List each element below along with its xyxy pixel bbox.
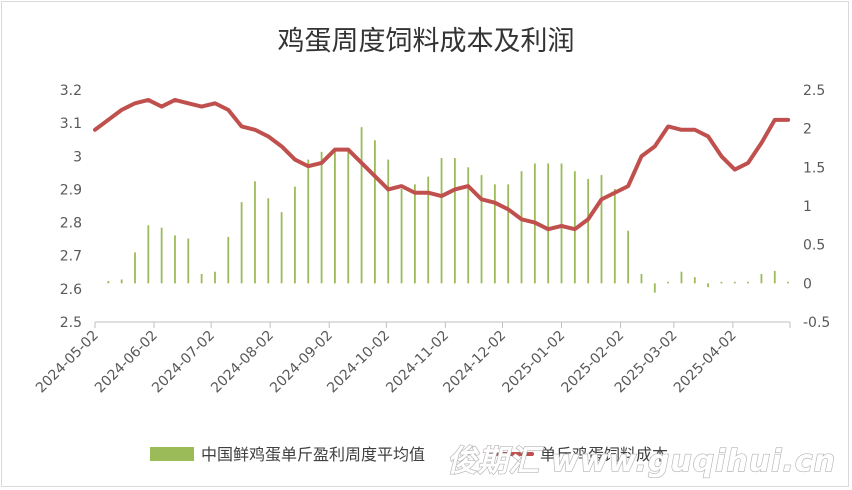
profit-bar bbox=[214, 271, 216, 284]
profit-bar bbox=[600, 175, 603, 284]
legend-label-cost: 单斤鸡蛋饲料成本 bbox=[540, 445, 668, 464]
right-axis-tick-label: 1 bbox=[803, 199, 812, 215]
profit-bar bbox=[547, 163, 550, 284]
profit-bar bbox=[320, 151, 323, 284]
profit-bar bbox=[440, 158, 443, 284]
right-axis-tick-label: 0.5 bbox=[803, 238, 825, 254]
profit-bars bbox=[107, 127, 789, 293]
watermark: 俊期汇 www.guqihui.cn bbox=[447, 444, 836, 479]
right-axis-tick-label: 0 bbox=[803, 276, 812, 292]
cost-line-layer bbox=[93, 97, 791, 232]
axes: 2.52.62.72.82.933.13.2-0.500.511.522.520… bbox=[33, 83, 830, 396]
profit-bar bbox=[374, 140, 376, 284]
profit-bar bbox=[733, 281, 736, 284]
left-axis-tick-label: 2.9 bbox=[60, 182, 82, 198]
profit-bar bbox=[120, 279, 123, 284]
profit-bar bbox=[254, 181, 256, 284]
profit-bar bbox=[560, 163, 563, 284]
profit-bar bbox=[347, 151, 350, 284]
right-axis-tick-label: 2 bbox=[803, 122, 812, 138]
profit-bar bbox=[773, 270, 776, 284]
profit-bar bbox=[640, 274, 643, 284]
profit-bar bbox=[413, 184, 416, 284]
legend-label-profit: 中国鲜鸡蛋单斤盈利周度平均值 bbox=[201, 445, 425, 464]
left-axis-tick-label: 2.5 bbox=[60, 315, 82, 331]
profit-bar bbox=[453, 158, 456, 284]
profit-bar bbox=[693, 277, 696, 284]
right-axis-tick-label: 2.5 bbox=[803, 83, 825, 99]
profit-bar bbox=[267, 198, 270, 284]
profit-bar bbox=[307, 159, 310, 284]
x-axis-tick-label: 2024-08-02 bbox=[208, 328, 277, 397]
legend-swatch-profit bbox=[150, 447, 194, 461]
x-axis-tick-label: 2024-05-02 bbox=[33, 328, 102, 397]
profit-bar bbox=[707, 283, 710, 288]
left-axis-tick-label: 3 bbox=[73, 149, 82, 165]
profit-bar bbox=[747, 281, 750, 284]
profit-bar bbox=[187, 238, 190, 284]
profit-bar bbox=[627, 230, 630, 284]
profit-bar bbox=[134, 252, 136, 284]
profit-bar bbox=[200, 274, 203, 284]
profit-bar bbox=[294, 186, 296, 284]
profit-bar bbox=[520, 171, 523, 284]
profit-bar bbox=[147, 225, 150, 284]
profit-bar bbox=[360, 127, 363, 284]
legend: 中国鲜鸡蛋单斤盈利周度平均值 单斤鸡蛋饲料成本 bbox=[150, 445, 668, 464]
profit-bar bbox=[680, 271, 683, 284]
left-axis-tick-label: 2.7 bbox=[60, 249, 82, 265]
left-axis-tick-label: 2.6 bbox=[60, 282, 82, 298]
profit-bar bbox=[760, 274, 763, 284]
right-axis-tick-label: 1.5 bbox=[803, 160, 825, 176]
left-axis-tick-label: 3.1 bbox=[60, 116, 82, 132]
chart-title: 鸡蛋周度饲料成本及利润 bbox=[278, 26, 575, 57]
x-axis-tick-label: 2025-04-02 bbox=[671, 328, 740, 397]
right-axis-tick-label: -0.5 bbox=[803, 315, 830, 331]
profit-bar bbox=[493, 184, 496, 284]
left-axis-tick-label: 2.8 bbox=[60, 216, 82, 232]
profit-bar bbox=[160, 227, 163, 284]
profit-bar bbox=[387, 159, 390, 284]
profit-bar bbox=[653, 283, 656, 293]
cost-line bbox=[93, 97, 791, 232]
profit-bar bbox=[240, 202, 243, 284]
profit-bar bbox=[334, 150, 336, 284]
left-axis-tick-label: 3.2 bbox=[60, 83, 82, 99]
profit-bar bbox=[427, 176, 430, 284]
profit-bar bbox=[507, 184, 510, 284]
profit-bar bbox=[280, 212, 283, 284]
profit-bar bbox=[613, 188, 616, 284]
profit-bar bbox=[667, 281, 670, 284]
profit-bar bbox=[227, 236, 230, 284]
profit-bar bbox=[400, 188, 403, 284]
profit-bar bbox=[467, 167, 470, 284]
profit-bar bbox=[480, 175, 483, 284]
profit-bar bbox=[787, 281, 789, 284]
profit-bar bbox=[107, 281, 110, 284]
profit-bar bbox=[587, 178, 590, 284]
profit-bar bbox=[720, 281, 723, 284]
x-axis-tick-label: 2025-01-02 bbox=[499, 328, 568, 397]
profit-bar bbox=[174, 235, 176, 284]
